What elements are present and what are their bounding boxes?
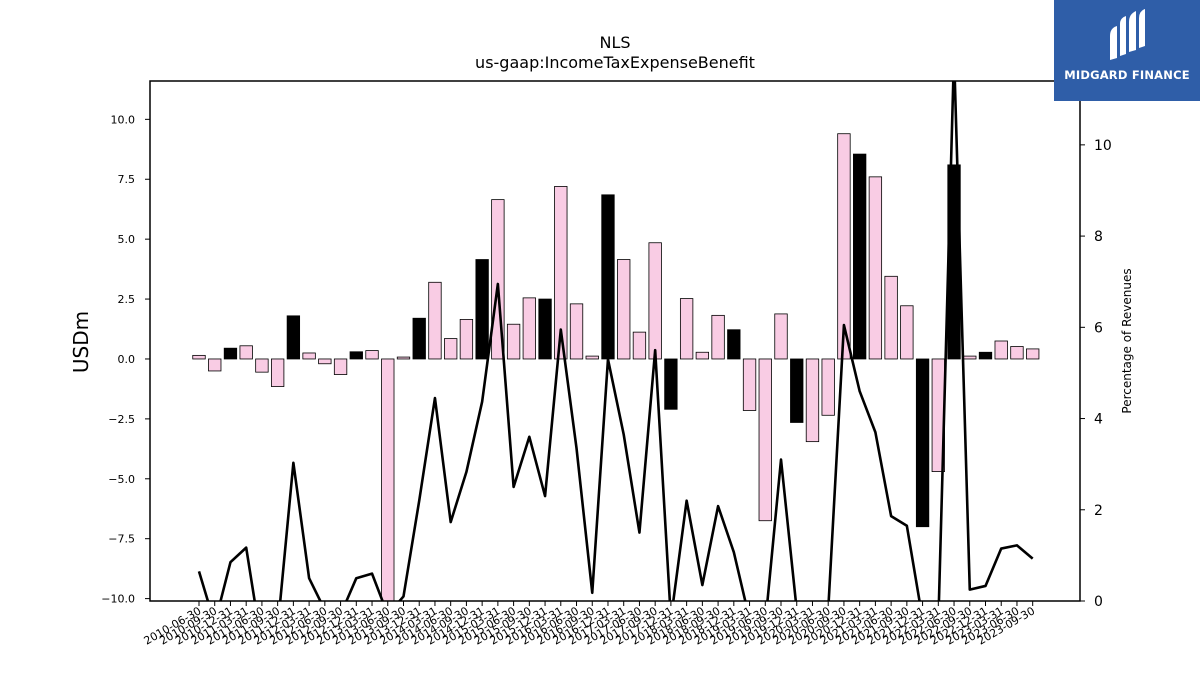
brand-logo: MIDGARD FINANCE bbox=[1054, 0, 1200, 101]
bar-quarter bbox=[648, 242, 662, 360]
bar-quarter bbox=[711, 314, 725, 360]
y-tick-label: 7.5 bbox=[118, 173, 136, 186]
bar-quarter bbox=[255, 358, 269, 373]
x-axis: 2010-06-302010-09-302010-12-312011-03-31… bbox=[142, 601, 1037, 648]
line-layer bbox=[197, 81, 1034, 601]
bar-quarter bbox=[270, 358, 285, 387]
y-tick-label: −7.5 bbox=[108, 533, 135, 546]
chart-subtitle: us-gaap:IncomeTaxExpenseBenefit bbox=[475, 53, 755, 72]
y-tick-label: −5.0 bbox=[108, 473, 135, 486]
bar-quarter bbox=[396, 356, 411, 360]
bar-annual bbox=[790, 358, 804, 423]
y-axis-left: −10.0 −7.5 −5.0 −2.5 0.0 2.5 5.0 7.5 10.0 bbox=[101, 113, 150, 606]
y-axis-label: USDm bbox=[69, 311, 93, 373]
y-tick-label: 5.0 bbox=[118, 233, 136, 246]
bar-annual bbox=[223, 347, 238, 360]
bars-layer bbox=[192, 133, 1040, 601]
bar-quarter bbox=[868, 176, 883, 360]
bar-quarter bbox=[569, 303, 584, 360]
y-tick-label: 0.0 bbox=[118, 353, 136, 366]
bar-annual bbox=[727, 329, 741, 360]
y2-tick-label: 0 bbox=[1094, 594, 1103, 610]
bar-quarter bbox=[884, 275, 898, 360]
bar-quarter bbox=[821, 358, 835, 416]
y-tick-label: −2.5 bbox=[108, 413, 135, 426]
bar-annual bbox=[475, 259, 489, 360]
bar-quarter bbox=[428, 281, 442, 360]
bar-quarter bbox=[1026, 348, 1040, 360]
bar-quarter bbox=[1010, 346, 1024, 360]
bar-annual bbox=[978, 351, 993, 360]
bar-quarter bbox=[318, 358, 332, 365]
bar-quarter bbox=[585, 355, 599, 360]
bar-quarter bbox=[333, 358, 348, 375]
y2-tick-label: 6 bbox=[1094, 320, 1103, 336]
y2-tick-label: 4 bbox=[1094, 412, 1103, 428]
bar-quarter bbox=[522, 297, 536, 360]
bar-quarter bbox=[506, 323, 521, 360]
bar-quarter bbox=[208, 358, 222, 372]
bar-quarter bbox=[900, 305, 914, 360]
bar-quarter bbox=[994, 340, 1008, 360]
bar-quarter bbox=[805, 358, 820, 443]
bar-annual bbox=[915, 358, 930, 528]
bar-quarter bbox=[963, 355, 977, 360]
bar-annual bbox=[601, 194, 615, 360]
bar-annual bbox=[412, 317, 426, 360]
chart-title: NLS bbox=[599, 33, 630, 52]
line-percentage-of-revenues bbox=[197, 81, 1034, 601]
y2-tick-label: 8 bbox=[1094, 229, 1103, 245]
bar-quarter bbox=[632, 331, 647, 360]
bar-quarter bbox=[679, 298, 694, 360]
brand-mark-icon bbox=[1110, 9, 1145, 60]
bar-quarter bbox=[365, 350, 379, 360]
bar-quarter bbox=[239, 345, 253, 360]
y2-axis-label: Percentage of Revenues bbox=[1120, 268, 1134, 413]
bar-annual bbox=[853, 153, 867, 360]
bar-quarter bbox=[381, 358, 395, 601]
bar-quarter bbox=[444, 338, 458, 360]
bar-annual bbox=[349, 351, 363, 360]
bar-annual bbox=[538, 298, 552, 360]
bar-quarter bbox=[742, 358, 757, 411]
y-axis-right: 0 2 4 6 8 10 bbox=[1080, 138, 1112, 610]
bar-quarter bbox=[554, 186, 568, 360]
y-tick-label: 2.5 bbox=[118, 293, 136, 306]
bar-quarter bbox=[758, 358, 772, 522]
bar-quarter bbox=[695, 351, 710, 360]
brand-name: MIDGARD FINANCE bbox=[1064, 68, 1190, 82]
bar-annual bbox=[664, 358, 678, 410]
y2-tick-label: 10 bbox=[1094, 138, 1112, 154]
bar-quarter bbox=[459, 319, 474, 360]
bar-quarter bbox=[192, 354, 206, 360]
y-tick-label: 10.0 bbox=[111, 113, 136, 126]
y-tick-label: −10.0 bbox=[101, 593, 135, 606]
bar-quarter bbox=[774, 313, 788, 360]
bar-quarter bbox=[302, 352, 316, 360]
plot-frame bbox=[149, 80, 1081, 602]
bar-quarter bbox=[617, 259, 631, 360]
bar-annual bbox=[286, 315, 301, 360]
bar-quarter bbox=[837, 133, 851, 360]
y2-tick-label: 2 bbox=[1094, 503, 1103, 519]
